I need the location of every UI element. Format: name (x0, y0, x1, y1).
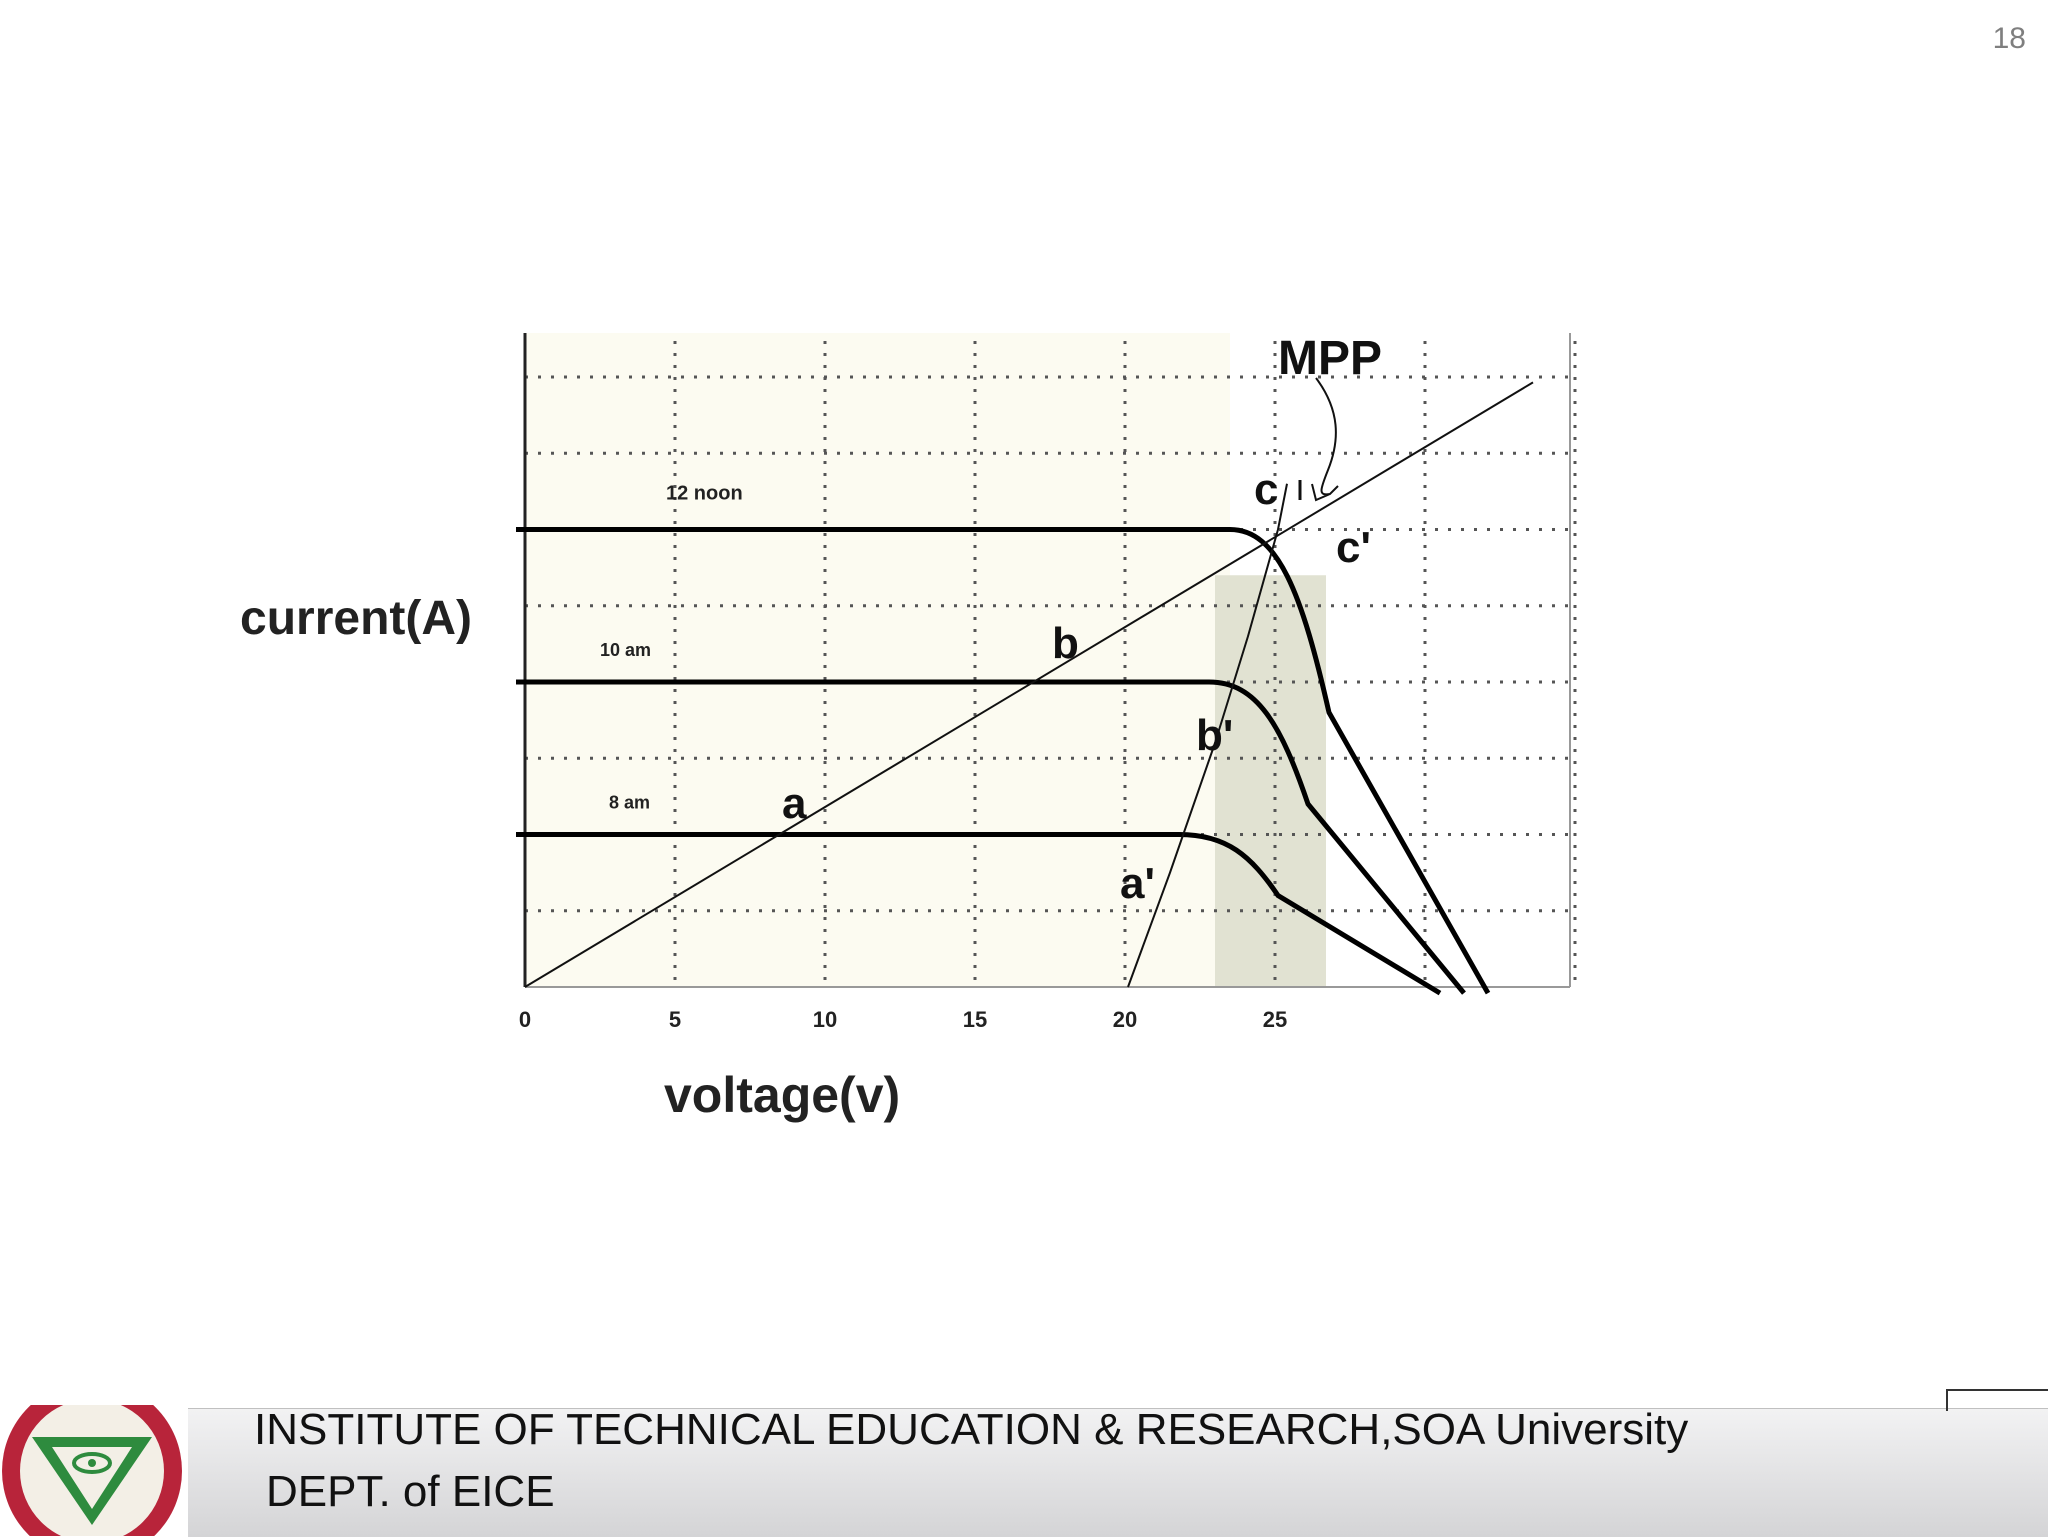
slide-number: 18 (1992, 22, 2026, 55)
plot-background (525, 333, 1230, 987)
x-tick-label: 20 (1113, 1007, 1137, 1032)
x-axis-label: voltage(v) (664, 1067, 900, 1123)
series-label: 12 noon (666, 483, 743, 505)
mpp-locus-line (1127, 483, 1288, 988)
point-c-prime-label: c' (1336, 523, 1371, 572)
x-tick-label: 5 (669, 1007, 681, 1032)
iv-curve-line (516, 832, 1442, 996)
mpp-arrow (1311, 377, 1339, 502)
series-curves: 12 noon 10 am 8 am (516, 381, 1534, 996)
axes (523, 333, 1571, 988)
point-a-label: a (782, 779, 807, 828)
university-logo (2, 1405, 182, 1536)
institute-name: INSTITUTE OF TECHNICAL EDUCATION & RESEA… (254, 1405, 1689, 1454)
x-tick-label: 25 (1263, 1007, 1287, 1032)
point-c-label: c (1254, 465, 1278, 514)
mpp-label: MPP (1278, 332, 1382, 385)
footer-corner-line (1946, 1389, 2048, 1411)
load-line (524, 381, 1534, 988)
x-tick-label: 15 (963, 1007, 987, 1032)
point-b-prime-label: b' (1196, 711, 1233, 760)
x-tick-label: 10 (813, 1007, 837, 1032)
mpp-shaded-band (1215, 575, 1326, 987)
y-axis-label: current(A) (240, 592, 472, 645)
iv-curve-line (516, 679, 1466, 995)
point-b-label: b (1052, 619, 1079, 668)
series-label: 10 am (600, 640, 651, 660)
x-tick-labels: 0 5 10 15 20 25 (519, 1007, 1287, 1032)
x-tick-label: 0 (519, 1007, 531, 1032)
annotations: a b c a' b' c' MPP (782, 332, 1382, 908)
iv-curve-line (516, 527, 1491, 995)
footer-bar (188, 1408, 2048, 1537)
series-label: 8 am (609, 793, 650, 813)
point-a-prime-label: a' (1120, 859, 1155, 908)
department-name: DEPT. of EICE (266, 1467, 555, 1516)
